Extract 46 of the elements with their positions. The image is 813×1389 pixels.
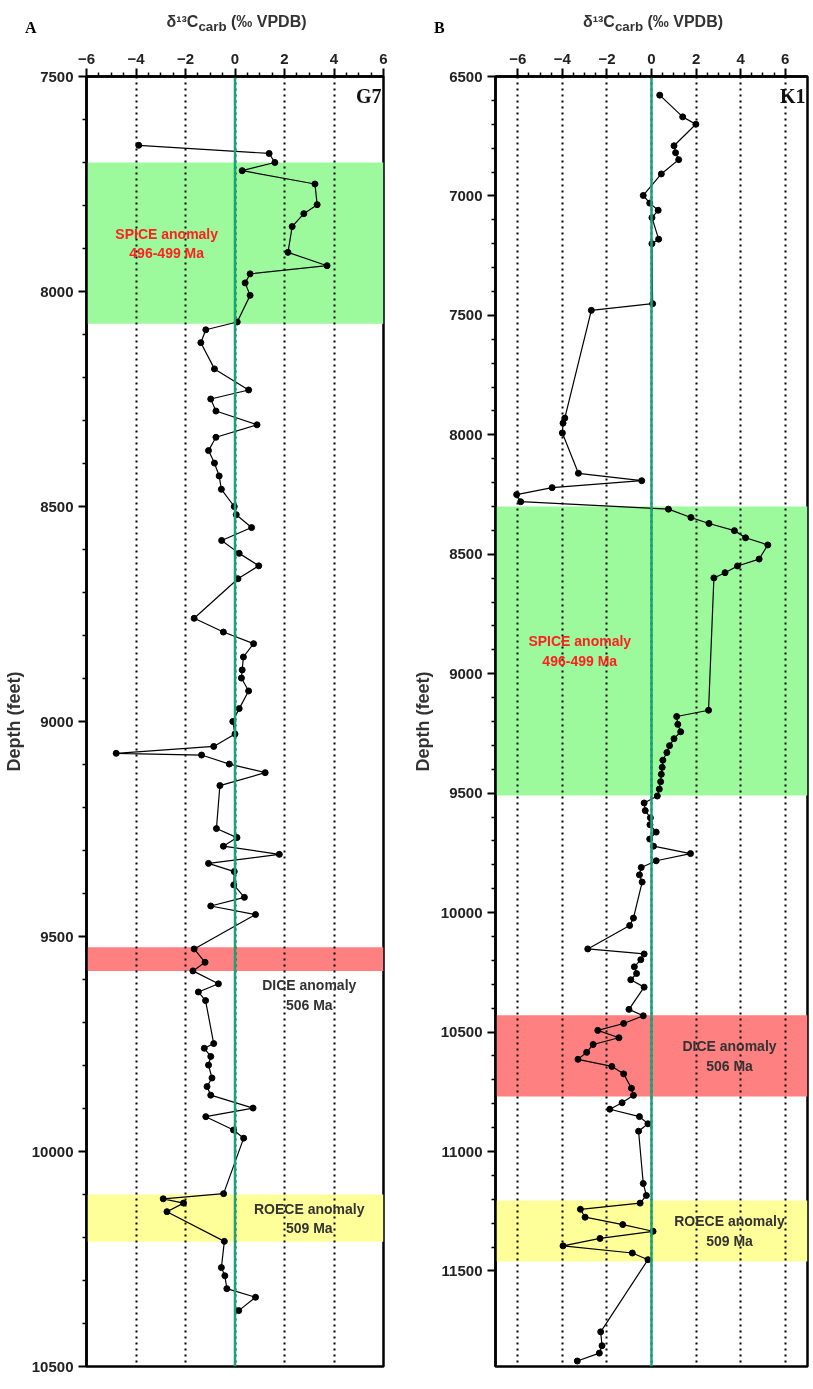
y-tick-label: 6500 (449, 67, 483, 85)
chart-title: A (25, 18, 37, 38)
y-tick-label: 8500 (449, 545, 483, 563)
y-tick-label: 7000 (449, 186, 483, 204)
y-tick-label: 8500 (40, 497, 74, 515)
x-tick-label: 4 (736, 49, 746, 67)
x-tick-label: −6 (77, 49, 96, 67)
x-axis-title: δ¹³C$_{carb}$ (‰ VPDB) (165, 12, 308, 37)
y-tick-label: 10500 (31, 1357, 74, 1375)
band-label: SPICE anomaly 496-499 Ma (528, 633, 632, 669)
band-label: SPICE anomaly 496-499 Ma (115, 225, 219, 261)
band-label: ROECE anomaly 509 Ma (254, 1200, 365, 1236)
x-axis-title: δ¹³C$_{carb}$ (‰ VPDB) (581, 12, 725, 37)
annotation: G7 (355, 84, 382, 107)
chart-title: B (434, 18, 445, 38)
y-tick-label: 9500 (449, 784, 483, 802)
y-tick-label: 8000 (40, 282, 74, 300)
x-tick-label: −4 (127, 49, 146, 67)
x-tick-label: 6 (379, 49, 388, 67)
y-tick-label: 10000 (31, 1142, 74, 1160)
y-tick-label: 9500 (40, 927, 74, 945)
x-tick-label: 2 (691, 49, 701, 67)
x-tick-label: −6 (509, 49, 527, 67)
x-tick-label: −2 (176, 49, 195, 67)
y-tick-label: 9000 (40, 712, 74, 730)
x-tick-label: 6 (781, 49, 790, 67)
y-tick-label: 9000 (449, 664, 483, 682)
band-label: DICE anomaly 506 Ma (682, 1038, 777, 1074)
y-tick-label: 10500 (440, 1023, 483, 1041)
y-axis-title: Depth (feet) (412, 671, 433, 772)
x-tick-label: 0 (647, 49, 656, 67)
x-tick-label: 4 (329, 49, 339, 67)
x-tick-label: 2 (280, 49, 289, 67)
band-label: ROECE anomaly 509 Ma (674, 1213, 785, 1249)
band-label: DICE anomaly 506 Ma (262, 977, 357, 1013)
y-tick-label: 11500 (441, 1261, 483, 1279)
y-tick-label: 7500 (40, 67, 74, 85)
y-axis-title: Depth (feet) (3, 671, 24, 772)
y-tick-label: 7500 (449, 306, 483, 324)
y-tick-label: 8000 (449, 425, 483, 443)
x-tick-label: −4 (553, 49, 572, 67)
annotation: K1 (779, 84, 806, 107)
y-tick-label: 10000 (440, 903, 483, 921)
x-tick-label: −2 (598, 49, 616, 67)
y-tick-label: 11000 (441, 1142, 483, 1160)
x-tick-label: 0 (230, 49, 240, 67)
